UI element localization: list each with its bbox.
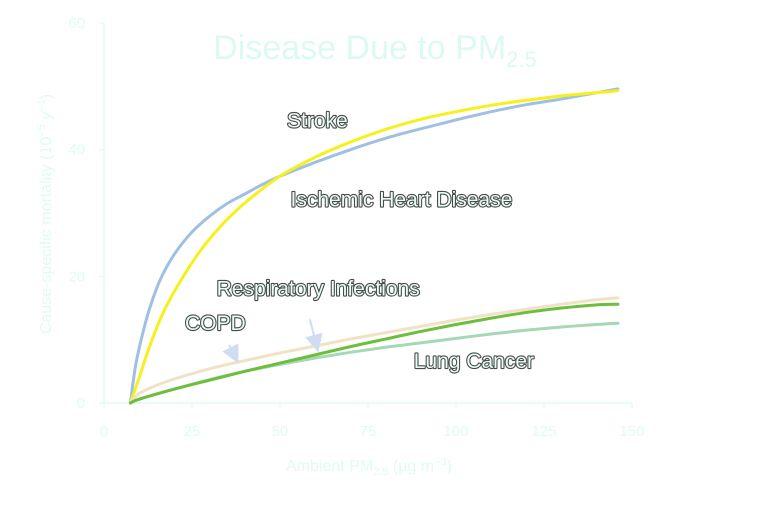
y-axis-title-mid: y <box>38 111 55 124</box>
series-line-respiratory-infections <box>128 296 620 405</box>
x-axis-title-subscript: 2.5 <box>373 466 388 478</box>
x-axis-title-text: Ambient PM <box>286 458 373 475</box>
series-labels: Stroke Ischemic Heart Disease Respiratory … <box>184 108 535 374</box>
series-line-stroke <box>128 89 620 405</box>
x-axis-title-units: (μg m <box>388 458 434 475</box>
y-tick-label: 20 <box>68 268 85 285</box>
y-tick-label: 40 <box>68 142 85 159</box>
callout-arrow <box>305 319 323 353</box>
callout-arrow <box>222 343 239 364</box>
series-label-lung-cancer: Lung Cancer <box>414 350 534 373</box>
series-label-copd: COPD <box>185 312 246 335</box>
x-tick-label: 50 <box>272 423 289 440</box>
chart-title-subscript: 2.5 <box>506 47 537 72</box>
x-tick-label: 75 <box>360 423 377 440</box>
x-axis-title-units-sup: −3 <box>434 456 447 468</box>
x-tick-label: 25 <box>184 423 201 440</box>
x-tick-label: 0 <box>100 423 108 440</box>
y-tick-label: 60 <box>68 15 85 32</box>
chart-title-text: Disease Due to PM <box>213 29 506 67</box>
x-axis-title-units-end: ) <box>447 458 452 475</box>
y-axis-title: Cause-specific mortality (10−5 y−1) <box>36 94 55 334</box>
series-label-respiratory-infections: Respiratory Infections <box>217 277 420 300</box>
y-axis-title-end: ) <box>38 94 55 99</box>
x-tick-label: 150 <box>619 423 644 440</box>
series-label-ischemic-heart-disease: Ischemic Heart Disease <box>291 189 513 212</box>
series-lines <box>128 87 620 405</box>
callout-arrows <box>222 319 323 364</box>
y-tick-label: 0 <box>77 395 85 412</box>
axes <box>103 23 632 404</box>
y-axis-title-sup1: −5 <box>36 124 48 137</box>
series-line-ischemic-heart-disease <box>128 87 620 405</box>
x-tick-labels: 0 25 50 75 100 125 150 <box>100 403 645 440</box>
x-tick-label: 125 <box>531 423 556 440</box>
y-tick-labels: 0 20 40 60 <box>68 15 104 412</box>
chart-title: Disease Due to PM2.5 <box>213 29 537 72</box>
series-line-copd <box>128 302 620 405</box>
x-tick-label: 100 <box>443 423 468 440</box>
y-axis-title-sup2: −1 <box>36 99 48 112</box>
x-axis-title: Ambient PM2.5 (μg m−3) <box>286 456 452 478</box>
y-axis-title-text: Cause-specific mortality (10 <box>38 137 55 335</box>
series-label-stroke: Stroke <box>287 110 348 133</box>
